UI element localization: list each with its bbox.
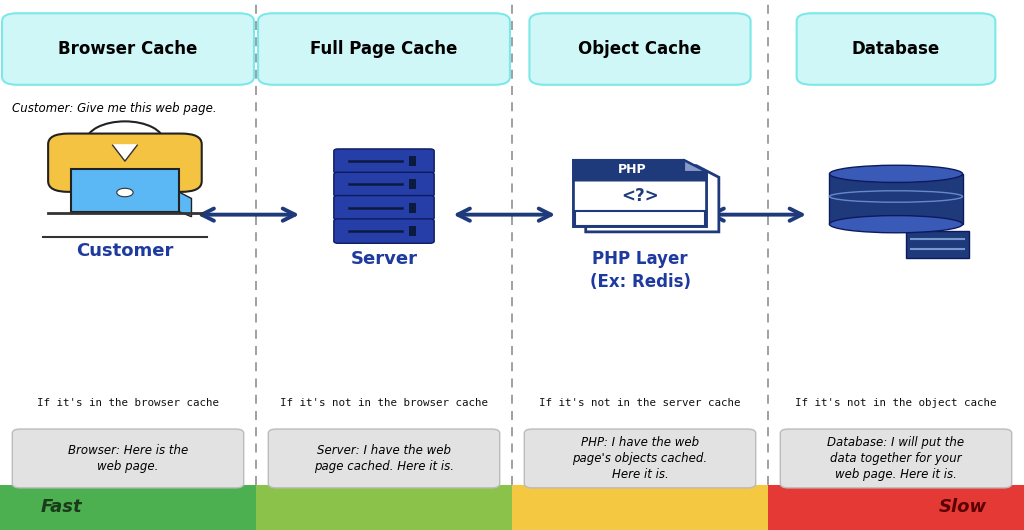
Text: Server: Server — [350, 250, 418, 268]
Ellipse shape — [829, 216, 963, 233]
Text: Database: Database — [852, 40, 940, 58]
Text: PHP Layer
(Ex: Redis): PHP Layer (Ex: Redis) — [590, 251, 690, 290]
Polygon shape — [573, 160, 707, 180]
Text: Customer: Customer — [76, 242, 174, 260]
Polygon shape — [573, 160, 707, 227]
FancyBboxPatch shape — [0, 485, 256, 530]
Text: Full Page Cache: Full Page Cache — [310, 40, 458, 58]
Ellipse shape — [829, 165, 963, 182]
FancyBboxPatch shape — [409, 156, 416, 166]
FancyBboxPatch shape — [768, 485, 1024, 530]
FancyBboxPatch shape — [334, 219, 434, 243]
FancyBboxPatch shape — [12, 429, 244, 488]
Ellipse shape — [829, 191, 963, 202]
FancyBboxPatch shape — [48, 134, 202, 192]
FancyBboxPatch shape — [334, 172, 434, 197]
FancyBboxPatch shape — [829, 174, 963, 224]
FancyBboxPatch shape — [512, 485, 768, 530]
Text: Customer: Give me this web page.: Customer: Give me this web page. — [12, 102, 217, 115]
Text: If it's not in the server cache: If it's not in the server cache — [540, 398, 740, 408]
FancyBboxPatch shape — [256, 485, 512, 530]
FancyBboxPatch shape — [268, 429, 500, 488]
Text: Fast: Fast — [41, 499, 82, 516]
Polygon shape — [113, 144, 137, 161]
Text: If it's in the browser cache: If it's in the browser cache — [37, 398, 219, 408]
Text: PHP: I have the web
page's objects cached.
Here it is.: PHP: I have the web page's objects cache… — [572, 436, 708, 481]
FancyBboxPatch shape — [524, 429, 756, 488]
Circle shape — [86, 121, 164, 162]
Text: If it's not in the object cache: If it's not in the object cache — [796, 398, 996, 408]
Text: PHP: PHP — [617, 163, 646, 176]
Circle shape — [117, 188, 133, 197]
Text: Database: I will put the
data together for your
web page. Here it is.: Database: I will put the data together f… — [827, 436, 965, 481]
FancyBboxPatch shape — [529, 13, 751, 85]
Text: Browser: Here is the
web page.: Browser: Here is the web page. — [68, 444, 188, 473]
FancyBboxPatch shape — [409, 179, 416, 190]
FancyBboxPatch shape — [334, 149, 434, 173]
FancyBboxPatch shape — [409, 202, 416, 213]
Polygon shape — [176, 191, 191, 217]
FancyBboxPatch shape — [906, 231, 969, 258]
FancyBboxPatch shape — [334, 196, 434, 220]
FancyBboxPatch shape — [780, 429, 1012, 488]
Text: Browser Cache: Browser Cache — [58, 40, 198, 58]
FancyBboxPatch shape — [258, 13, 510, 85]
Polygon shape — [586, 165, 719, 232]
Polygon shape — [684, 160, 707, 172]
Text: Slow: Slow — [939, 499, 986, 516]
Text: If it's not in the browser cache: If it's not in the browser cache — [280, 398, 488, 408]
Text: <?>: <?> — [622, 187, 658, 205]
Text: Object Cache: Object Cache — [579, 40, 701, 58]
FancyBboxPatch shape — [2, 13, 254, 85]
FancyBboxPatch shape — [409, 226, 416, 236]
Text: Server: I have the web
page cached. Here it is.: Server: I have the web page cached. Here… — [314, 444, 454, 473]
FancyBboxPatch shape — [71, 169, 179, 212]
FancyBboxPatch shape — [797, 13, 995, 85]
